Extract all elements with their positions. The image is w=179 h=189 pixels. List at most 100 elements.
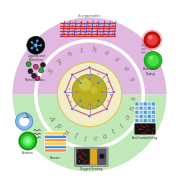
Circle shape: [64, 30, 65, 32]
Circle shape: [144, 52, 162, 69]
Circle shape: [76, 29, 77, 30]
FancyBboxPatch shape: [90, 149, 97, 165]
Text: s: s: [127, 76, 136, 82]
Circle shape: [101, 91, 103, 93]
Circle shape: [144, 32, 160, 48]
Circle shape: [112, 90, 115, 93]
FancyBboxPatch shape: [135, 115, 139, 118]
Circle shape: [76, 91, 78, 93]
Text: i: i: [118, 122, 125, 129]
Circle shape: [72, 22, 73, 24]
FancyBboxPatch shape: [45, 145, 66, 149]
Circle shape: [96, 33, 97, 34]
Circle shape: [88, 103, 91, 105]
FancyBboxPatch shape: [139, 110, 143, 114]
FancyBboxPatch shape: [135, 119, 139, 122]
Circle shape: [73, 83, 74, 85]
Circle shape: [64, 25, 65, 26]
Circle shape: [108, 26, 109, 28]
Circle shape: [80, 22, 81, 24]
Circle shape: [88, 28, 89, 29]
Text: Ligands and
Metal Ions: Ligands and Metal Ions: [28, 53, 44, 62]
FancyBboxPatch shape: [147, 106, 151, 110]
Circle shape: [92, 26, 93, 28]
Circle shape: [141, 125, 142, 126]
Circle shape: [83, 34, 85, 36]
Circle shape: [34, 44, 37, 47]
FancyBboxPatch shape: [152, 115, 155, 118]
Circle shape: [147, 129, 149, 130]
Circle shape: [40, 62, 45, 67]
Circle shape: [67, 26, 69, 28]
Circle shape: [112, 25, 113, 26]
Text: s: s: [113, 55, 121, 64]
Text: i: i: [83, 135, 86, 143]
FancyBboxPatch shape: [75, 147, 108, 166]
Circle shape: [107, 81, 109, 83]
Circle shape: [75, 105, 77, 106]
FancyBboxPatch shape: [143, 115, 147, 118]
Circle shape: [92, 34, 93, 36]
Circle shape: [88, 36, 89, 37]
Circle shape: [88, 22, 89, 24]
Circle shape: [72, 36, 73, 37]
Circle shape: [81, 106, 83, 108]
Text: Anti-Counterfeiting: Anti-Counterfeiting: [132, 136, 158, 140]
Circle shape: [76, 32, 77, 33]
Circle shape: [97, 100, 100, 102]
Circle shape: [104, 33, 105, 34]
FancyBboxPatch shape: [135, 110, 139, 114]
Text: Oxygen Sensing: Oxygen Sensing: [80, 167, 102, 171]
Circle shape: [112, 28, 113, 29]
Circle shape: [71, 107, 74, 111]
Circle shape: [64, 22, 65, 24]
Circle shape: [112, 36, 113, 37]
Circle shape: [33, 64, 38, 69]
Text: s: s: [130, 96, 138, 101]
Circle shape: [82, 78, 84, 80]
FancyBboxPatch shape: [139, 119, 143, 122]
Circle shape: [142, 132, 143, 133]
FancyBboxPatch shape: [143, 110, 147, 114]
FancyBboxPatch shape: [147, 119, 151, 122]
Circle shape: [67, 24, 69, 25]
Circle shape: [64, 36, 65, 37]
Circle shape: [71, 73, 74, 76]
Text: t: t: [110, 128, 117, 136]
Circle shape: [108, 24, 109, 25]
Circle shape: [70, 101, 72, 102]
Text: Co-organization: Co-organization: [78, 14, 101, 18]
Circle shape: [100, 24, 101, 25]
Circle shape: [108, 29, 109, 30]
Circle shape: [19, 132, 36, 149]
Circle shape: [91, 74, 93, 75]
Circle shape: [96, 22, 97, 24]
FancyBboxPatch shape: [139, 106, 143, 110]
Circle shape: [149, 56, 153, 60]
Circle shape: [83, 29, 85, 30]
FancyBboxPatch shape: [143, 106, 147, 110]
FancyBboxPatch shape: [76, 149, 90, 165]
Circle shape: [100, 34, 101, 36]
Circle shape: [143, 127, 144, 128]
Circle shape: [72, 74, 107, 109]
Text: t: t: [80, 46, 84, 55]
FancyBboxPatch shape: [45, 132, 66, 135]
Circle shape: [96, 36, 97, 37]
Circle shape: [88, 33, 89, 34]
Circle shape: [64, 33, 65, 34]
Circle shape: [99, 154, 104, 159]
Circle shape: [79, 161, 80, 162]
Circle shape: [146, 131, 147, 132]
Circle shape: [64, 90, 67, 93]
Circle shape: [100, 29, 101, 30]
Text: S: S: [47, 67, 56, 75]
Circle shape: [96, 25, 97, 26]
FancyBboxPatch shape: [45, 149, 66, 152]
Circle shape: [57, 62, 122, 127]
FancyBboxPatch shape: [135, 124, 155, 134]
Circle shape: [72, 25, 73, 26]
Text: p: p: [54, 122, 62, 131]
Circle shape: [105, 107, 108, 111]
Circle shape: [32, 73, 37, 78]
